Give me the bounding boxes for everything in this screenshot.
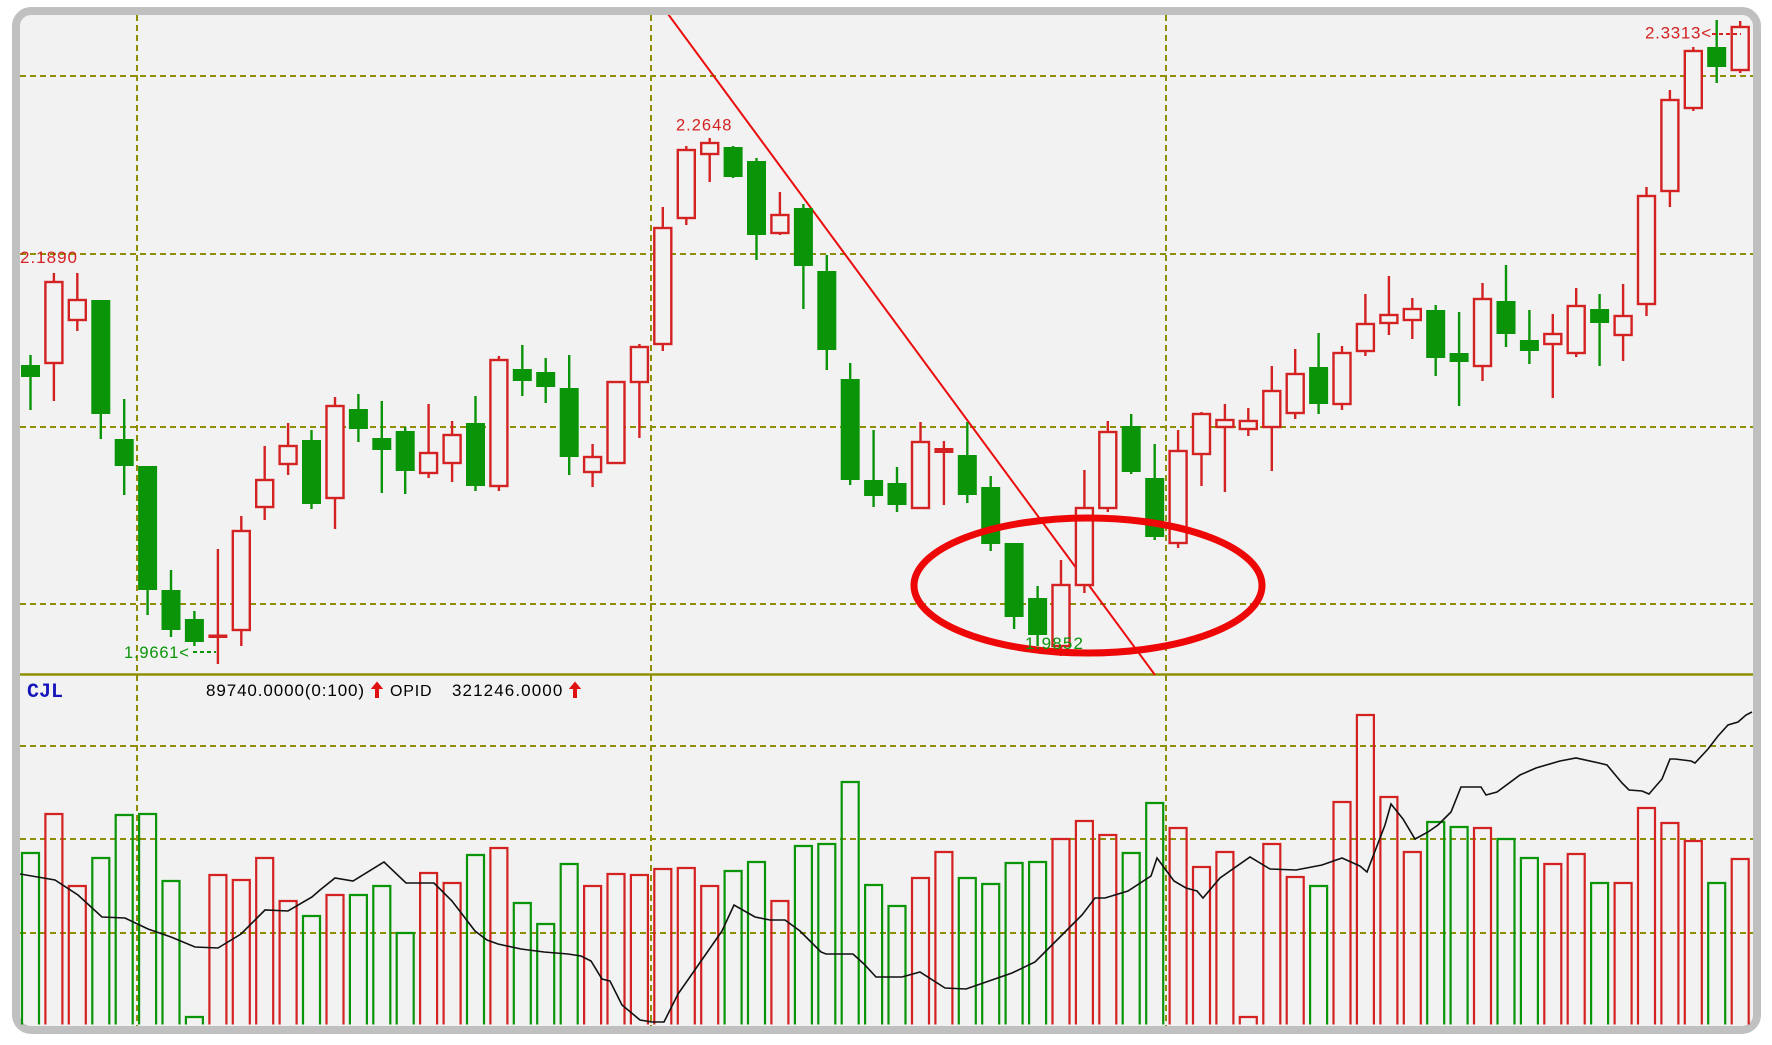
svg-text:OPID: OPID	[390, 683, 432, 700]
svg-text:1.9852: 1.9852	[1025, 634, 1084, 653]
svg-text:1.9661<: 1.9661<	[124, 644, 190, 662]
svg-text:2.3313<: 2.3313<	[1645, 24, 1712, 43]
svg-text:2.2648: 2.2648	[676, 117, 732, 135]
svg-text:2.1890: 2.1890	[20, 248, 78, 267]
svg-text:89740.0000(0:100): 89740.0000(0:100)	[206, 681, 365, 700]
svg-text:CJL: CJL	[27, 681, 63, 704]
svg-text:321246.0000: 321246.0000	[452, 681, 563, 700]
